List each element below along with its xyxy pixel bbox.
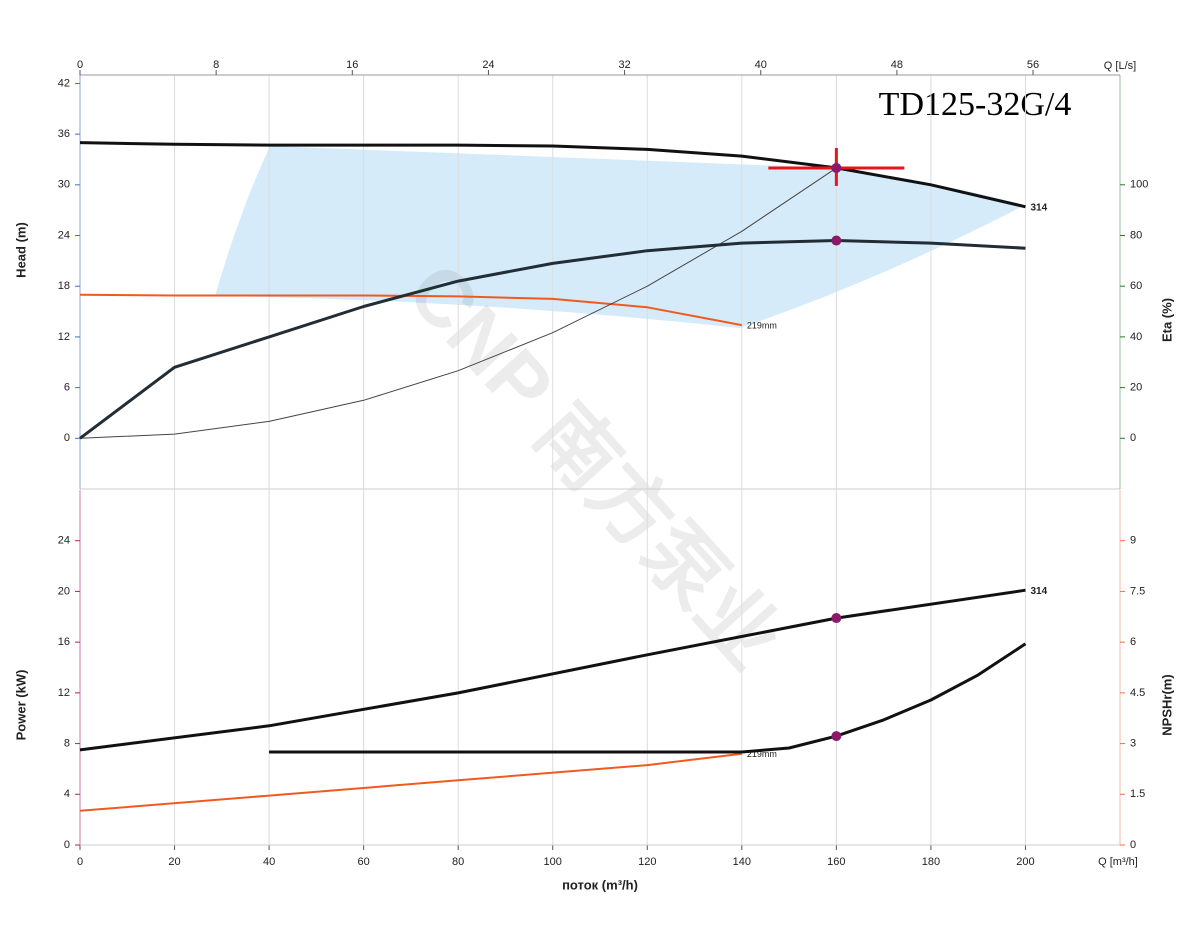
- x2-tick-label: 40: [755, 59, 767, 71]
- duty-point: [831, 162, 842, 173]
- curve: [269, 642, 1027, 754]
- y-tick-label: 18: [58, 280, 70, 292]
- curve-end-label: 314: [1030, 586, 1047, 597]
- y-tick-label: 12: [58, 687, 70, 699]
- y2-tick-label: 4.5: [1130, 687, 1145, 699]
- y-axis-label: Head (m): [13, 222, 28, 278]
- y-tick-label: 24: [58, 535, 70, 547]
- x-tick-label: 140: [733, 856, 751, 868]
- y2-tick-label: 80: [1130, 229, 1142, 241]
- x-tick-label: 60: [358, 856, 370, 868]
- curve: [79, 588, 1026, 752]
- operating-region: [215, 146, 1025, 328]
- x-unit-label: Q [m³/h]: [1098, 856, 1138, 868]
- x-tick-label: 200: [1016, 856, 1034, 868]
- x2-tick-label: 0: [77, 59, 83, 71]
- y2-axis-label: NPSHr(m): [1159, 674, 1174, 735]
- y-tick-label: 42: [58, 77, 70, 89]
- y2-tick-label: 3: [1130, 737, 1136, 749]
- curve: [79, 752, 742, 812]
- x-tick-label: 40: [263, 856, 275, 868]
- x-tick-label: 180: [922, 856, 940, 868]
- point: [831, 613, 842, 624]
- curve-end-label: 219mm: [747, 320, 777, 330]
- x2-tick-label: 8: [213, 59, 219, 71]
- y-tick-label: 30: [58, 179, 70, 191]
- y-tick-label: 0: [64, 839, 70, 851]
- curve: [79, 141, 1026, 209]
- y2-tick-label: 40: [1130, 331, 1142, 343]
- y2-tick-label: 6: [1130, 636, 1136, 648]
- y-tick-label: 16: [58, 636, 70, 648]
- y-tick-label: 20: [58, 585, 70, 597]
- y-tick-label: 6: [64, 382, 70, 394]
- x2-tick-label: 24: [482, 59, 494, 71]
- y-tick-label: 36: [58, 128, 70, 140]
- curve: [79, 293, 742, 327]
- x2-tick-label: 16: [346, 59, 358, 71]
- x-tick-label: 160: [827, 856, 845, 868]
- y-tick-label: 4: [64, 788, 70, 800]
- x-tick-label: 100: [544, 856, 562, 868]
- chart-title: TD125-32G/4: [879, 86, 1072, 123]
- y2-tick-label: 0: [1130, 432, 1136, 444]
- point: [831, 731, 842, 742]
- x-tick-label: 20: [168, 856, 180, 868]
- y2-tick-label: 60: [1130, 280, 1142, 292]
- y2-tick-label: 7.5: [1130, 585, 1145, 597]
- x-axis-label: поток (m³/h): [562, 877, 638, 892]
- y-axis-label: Power (kW): [13, 670, 28, 741]
- y2-tick-label: 0: [1130, 839, 1136, 851]
- curve-end-label: 219mm: [747, 749, 777, 759]
- curve-end-label: 314: [1030, 202, 1047, 213]
- y2-tick-label: 1.5: [1130, 788, 1145, 800]
- x2-tick-label: 48: [891, 59, 903, 71]
- y2-tick-label: 9: [1130, 535, 1136, 547]
- y-tick-label: 12: [58, 331, 70, 343]
- x-tick-label: 0: [77, 856, 83, 868]
- point: [831, 235, 842, 246]
- y-tick-label: 24: [58, 229, 70, 241]
- y-tick-label: 0: [64, 432, 70, 444]
- y2-axis-label: Eta (%): [1159, 298, 1174, 342]
- y-tick-label: 8: [64, 737, 70, 749]
- x-tick-label: 120: [638, 856, 656, 868]
- x2-tick-label: 56: [1027, 59, 1039, 71]
- curve: [79, 167, 837, 439]
- x2-tick-label: 32: [618, 59, 630, 71]
- y2-tick-label: 100: [1130, 179, 1148, 191]
- x2-axis-label: Q [L/s]: [1104, 60, 1136, 72]
- x-tick-label: 80: [452, 856, 464, 868]
- y2-tick-label: 20: [1130, 381, 1142, 393]
- curve: [79, 239, 1026, 440]
